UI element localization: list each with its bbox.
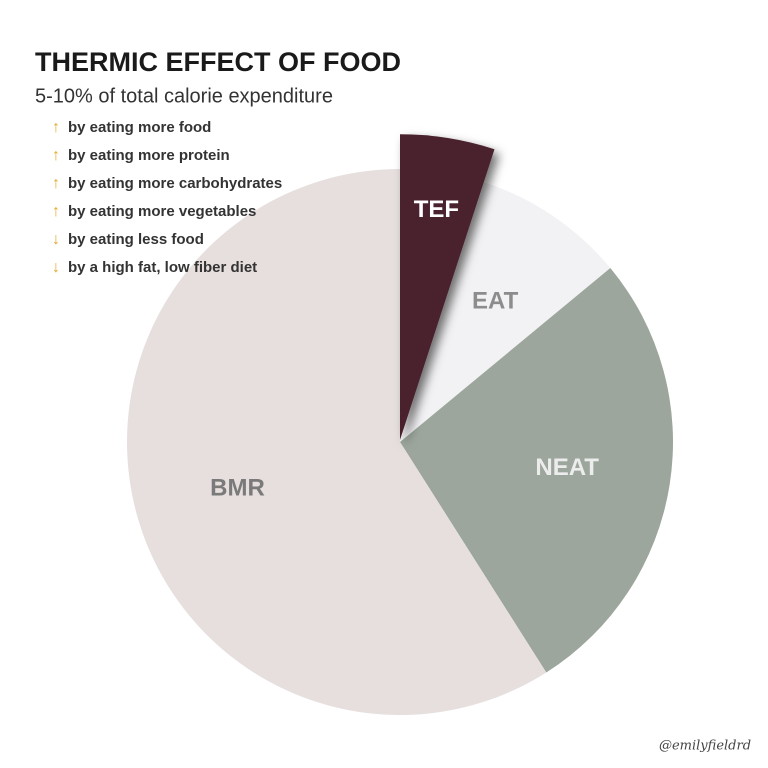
note-arrow: ↑ (52, 119, 60, 136)
note-arrow: ↑ (52, 147, 60, 164)
slice-label: TEF (414, 196, 459, 223)
note-arrow: ↑ (52, 175, 60, 192)
note-text: by eating more food (68, 119, 211, 136)
note-arrow: ↓ (52, 259, 60, 276)
chart-title: THERMIC EFFECT OF FOOD (35, 47, 401, 77)
note-arrow: ↓ (52, 231, 60, 248)
note-text: by eating more carbohydrates (68, 175, 282, 192)
note-text: by eating more protein (68, 147, 230, 164)
slice-label: EAT (472, 287, 519, 314)
slice-label: NEAT (535, 454, 599, 481)
slice-label: BMR (210, 475, 265, 502)
chart-subtitle: 5-10% of total calorie expenditure (35, 85, 333, 107)
pie-slice (400, 134, 495, 441)
pie-slice (126, 169, 547, 715)
note-text: by eating more vegetables (68, 203, 256, 220)
note-arrow: ↑ (52, 203, 60, 220)
note-text: by a high fat, low fiber diet (68, 259, 257, 276)
watermark: @emilyfieldrd (659, 739, 751, 754)
pie-slice (400, 182, 611, 442)
note-text: by eating less food (68, 231, 204, 248)
pie: EAT NEAT BMR TEF (126, 134, 673, 715)
pie-slice (400, 267, 673, 673)
